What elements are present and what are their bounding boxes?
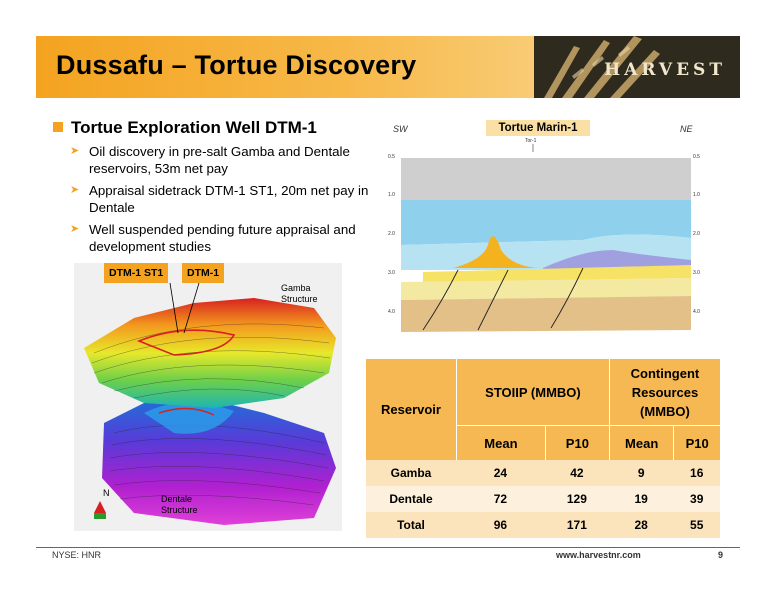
- depth-tick: 4.0: [388, 309, 395, 315]
- main-bullet-text: Tortue Exploration Well DTM-1: [71, 118, 317, 137]
- depth-tick: 0.5: [388, 154, 395, 160]
- cell-value: 55: [690, 518, 704, 532]
- table-row: Total 96 171 28 55: [366, 512, 720, 538]
- well-small-label: Tor-1: [525, 138, 537, 144]
- cell-value: 19: [634, 492, 648, 506]
- depth-tick: 0.5: [693, 154, 700, 160]
- header-contingent-line: Contingent: [630, 365, 700, 381]
- header-contingent-line: Resources: [631, 384, 699, 400]
- arrow-bullet-icon: ➤: [70, 184, 80, 196]
- sub-bullet: ➤ Appraisal sidetrack DTM-1 ST1, 20m net…: [70, 182, 370, 216]
- row-name: Gamba: [390, 466, 432, 480]
- north-label: N: [103, 488, 110, 498]
- gamba-label-line: Gamba: [281, 283, 311, 293]
- header-contingent: Contingent Resources (MMBO): [608, 359, 720, 425]
- footer-website: www.harvestnr.com: [556, 550, 641, 560]
- footer-divider: [36, 547, 740, 548]
- depth-tick: 2.0: [388, 231, 395, 237]
- resources-table: Reservoir STOIIP (MMBO) Contingent Resou…: [366, 359, 720, 538]
- page-number: 9: [718, 550, 724, 560]
- sub-bullet-text: Oil discovery in pre-salt Gamba and Dent…: [89, 144, 350, 176]
- north-arrow-icon: [94, 501, 106, 513]
- arrow-bullet-icon: ➤: [70, 223, 80, 235]
- sub-bullet: ➤ Well suspended pending future appraisa…: [70, 221, 370, 255]
- sub-bullet-text: Appraisal sidetrack DTM-1 ST1, 20m net p…: [89, 183, 369, 215]
- gamba-structure-label: Gamba Structure: [281, 283, 318, 305]
- header-stoiip: STOIIP (MMBO): [456, 359, 609, 425]
- direction-ne: NE: [680, 124, 693, 134]
- dentale-structure-label: Dentale Structure: [161, 494, 198, 516]
- depth-ticks-right: 0.5 1.0 2.0 3.0 4.0: [693, 154, 700, 315]
- cell-value: 16: [690, 466, 704, 480]
- structure-surfaces: [84, 282, 336, 525]
- cell-value: 171: [566, 518, 587, 532]
- depth-tick: 1.0: [693, 192, 700, 198]
- gamba-surface: [84, 298, 336, 408]
- cell-value: 9: [637, 466, 645, 480]
- sub-header-p10: P10: [673, 425, 720, 460]
- header-reservoir: Reservoir: [366, 359, 456, 460]
- sub-header-mean: Mean: [456, 425, 545, 460]
- main-bullet: Tortue Exploration Well DTM-1: [53, 118, 317, 138]
- seismic-section: 0.5 1.0 2.0 3.0 4.0 0.5 1.0 2.0 3.0 4.0 …: [383, 120, 713, 340]
- sub-bullet-text: Well suspended pending future appraisal …: [89, 222, 356, 254]
- sub-bullet: ➤ Oil discovery in pre-salt Gamba and De…: [70, 143, 370, 177]
- row-name: Total: [397, 518, 425, 532]
- harvest-logo: HARVEST: [534, 36, 740, 98]
- depth-tick: 3.0: [388, 270, 395, 276]
- cell-value: 28: [634, 518, 648, 532]
- row-name: Dentale: [389, 492, 433, 506]
- logo-wordmark: HARVEST: [604, 60, 726, 80]
- wheat-logo-icon: [544, 36, 660, 98]
- well-tag-tortue-marin: Tortue Marin-1: [486, 120, 590, 136]
- sub-header-mean: Mean: [608, 425, 674, 460]
- depth-tick: 2.0: [693, 231, 700, 237]
- dentale-label-line: Structure: [161, 505, 198, 515]
- seismic-profile: 0.5 1.0 2.0 3.0 4.0 0.5 1.0 2.0 3.0 4.0 …: [388, 138, 700, 340]
- table-row: Dentale 72 129 19 39: [366, 486, 720, 512]
- well-tag-dtm1-st1: DTM-1 ST1: [104, 263, 169, 283]
- arrow-bullet-icon: ➤: [70, 145, 80, 157]
- dentale-label-line: Dentale: [161, 494, 193, 504]
- cell-value: 96: [493, 518, 508, 532]
- footer-ticker: NYSE: HNR: [52, 550, 102, 560]
- direction-sw: SW: [393, 124, 408, 134]
- table-row: Gamba 24 42 9 16: [366, 460, 720, 486]
- cell-value: 72: [493, 492, 508, 506]
- well-tag-dtm1: DTM-1: [182, 263, 225, 283]
- dentale-surface: [102, 398, 336, 525]
- gamba-label-line: Structure: [281, 294, 318, 304]
- header-contingent-line: (MMBO): [640, 403, 690, 419]
- cell-value: 39: [690, 492, 704, 506]
- cell-value: 24: [493, 466, 508, 480]
- title-banner: Dussafu – Tortue Discovery HARVEST: [36, 36, 740, 98]
- cell-value: 129: [566, 492, 587, 506]
- depth-ticks-left: 0.5 1.0 2.0 3.0 4.0: [388, 154, 395, 315]
- cell-value: 42: [570, 466, 584, 480]
- depth-tick: 1.0: [388, 192, 395, 198]
- slide-title: Dussafu – Tortue Discovery: [56, 50, 417, 80]
- square-bullet-icon: [53, 122, 63, 132]
- structure-map-3d: [74, 263, 342, 531]
- depth-tick: 4.0: [693, 309, 700, 315]
- sub-header-p10: P10: [544, 425, 609, 460]
- depth-tick: 3.0: [693, 270, 700, 276]
